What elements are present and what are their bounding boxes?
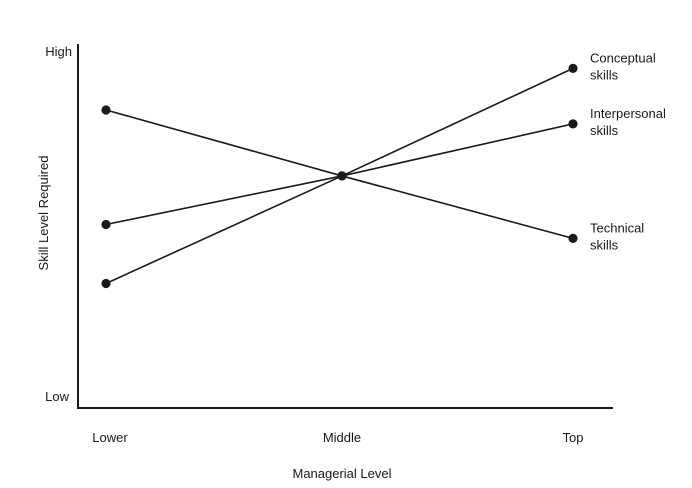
point-interpersonal-skills-top — [568, 119, 578, 129]
point-conceptual-skills-top — [568, 63, 578, 73]
point-interpersonal-skills-lower — [101, 219, 111, 230]
y-axis-label: Skill Level Required — [36, 156, 51, 271]
x-tick-top: Top — [563, 430, 584, 445]
x-tick-lower: Lower — [92, 430, 128, 445]
axes — [77, 44, 613, 409]
series-layer: Conceptual skills Interpersonal skills Techn… — [101, 50, 666, 289]
point-technical-skills-top — [568, 233, 578, 243]
point-technical-skills-middle — [337, 171, 347, 181]
x-axis-label: Managerial Level — [292, 466, 391, 481]
series-label-conceptual-skills: Conceptual skills — [590, 50, 656, 82]
x-tick-middle: Middle — [323, 430, 361, 445]
series-label-interpersonal-skills: Interpersonal skills — [590, 106, 666, 138]
point-technical-skills-lower — [101, 105, 111, 115]
y-tick-low: Low — [45, 389, 69, 404]
point-conceptual-skills-lower — [101, 278, 111, 289]
y-tick-high: High — [45, 44, 72, 59]
series-label-technical-skills: Technical skills — [590, 220, 644, 252]
x-tick-labels: Lower Middle Top — [92, 430, 583, 445]
